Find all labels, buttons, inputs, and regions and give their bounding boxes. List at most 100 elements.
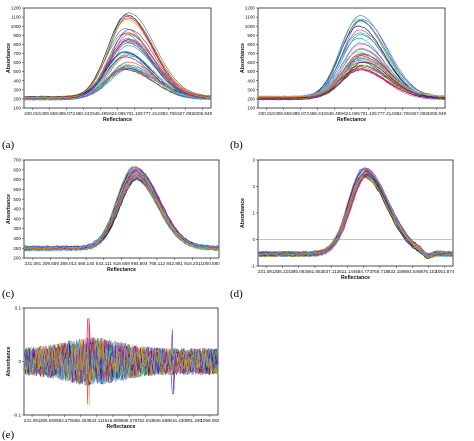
x-tick-label: 611.144: [339, 269, 356, 274]
series-line-40: [23, 176, 220, 250]
y-tick-label: 100: [247, 106, 255, 111]
y-tick-label: 400: [13, 78, 21, 83]
y-tick-label: 500: [13, 197, 21, 202]
y-tick-label: 900: [247, 33, 255, 38]
y-tick-label: 700: [247, 51, 255, 56]
x-tick-label: 846.686: [153, 418, 170, 423]
series-line-13: [23, 177, 220, 252]
x-tick-label: 231.091: [258, 269, 275, 274]
series-line-39: [23, 50, 212, 101]
x-axis-title: Reflectance: [341, 275, 370, 281]
x-tick-label: 466.140: [78, 261, 95, 266]
y-tick-label: 1100: [11, 15, 21, 20]
panel-label-e: (e): [2, 429, 15, 441]
x-tick-label: 389.073: [292, 111, 309, 116]
x-tick-label: 842.881: [166, 261, 183, 266]
x-tick-label: 388.013: [60, 261, 77, 266]
y-tick-label: 1000: [11, 24, 22, 29]
x-tick-label: 306.559: [40, 418, 57, 423]
y-tick-label: 600: [13, 60, 21, 65]
x-tick-label: 1068.062: [200, 418, 220, 423]
x-tick-label: 624.065: [109, 111, 126, 116]
x-tick-label: 916.201: [184, 261, 201, 266]
y-tick-label: 100: [13, 106, 21, 111]
y-tick-label: 200: [13, 256, 21, 261]
y-tick-label: 500: [13, 69, 21, 74]
x-tick-label: 684.773: [355, 269, 372, 274]
x-axis-title: Reflectance: [106, 424, 135, 430]
y-tick-label: 2: [252, 184, 255, 189]
y-tick-label: 300: [13, 236, 21, 241]
series-line-30: [23, 176, 220, 251]
series-line-37: [257, 69, 446, 100]
x-tick-label: 618.669: [113, 261, 130, 266]
series-line-39: [23, 340, 219, 385]
series-line-19: [23, 170, 220, 250]
y-tick-label: 300: [247, 87, 255, 92]
y-tick-label: 600: [247, 60, 255, 65]
x-tick-label: 543.111: [96, 261, 112, 266]
chart-a: 100 200 300 400 500 600 700 800 900 1000 1100 1200 2…: [2, 6, 213, 151]
series-line-37: [23, 169, 220, 250]
y-axis-title: Absorbance: [6, 43, 12, 73]
x-tick-label: 309.659: [275, 111, 292, 116]
y-tick-label: 550: [13, 187, 21, 192]
series-line-36: [257, 172, 454, 259]
chart-b: 100 200 300 400 500 600 700 800 900 1000 1100 1200 2…: [230, 6, 447, 151]
x-tick-label: 230.016: [258, 111, 275, 116]
x-tick-label: 694.804: [131, 261, 148, 266]
series-line-11: [23, 178, 220, 249]
y-tick-label: 450: [13, 207, 21, 212]
x-tick-label: 308.224: [274, 269, 291, 274]
y-tick-label: 1200: [11, 6, 22, 11]
series-line-22: [23, 17, 212, 98]
series-line-29: [23, 168, 220, 249]
x-tick-label: 701.105: [126, 111, 143, 116]
series-line-18: [23, 178, 220, 249]
y-tick-label: 3: [252, 158, 255, 163]
x-tick-label: 916.430: [169, 418, 186, 423]
x-axis-title: Reflectance: [107, 267, 136, 273]
series-line-16: [23, 166, 220, 249]
x-tick-label: 852.706: [394, 111, 411, 116]
series-line-38: [24, 39, 212, 100]
x-tick-label: 543.111: [89, 418, 105, 423]
x-tick-label: 758.718: [372, 269, 389, 274]
x-tick-label: 1051.874: [435, 269, 455, 274]
x-tick-label: 686.076: [121, 418, 138, 423]
y-tick-label: 0: [252, 237, 255, 242]
series-group: [257, 15, 446, 101]
series-line-40: [257, 58, 446, 98]
chart-e: -0.1 0 0.1 231.091 306.559 382.278 466.403 543.…: [2, 306, 220, 441]
x-tick-label: 976.103: [420, 269, 437, 274]
x-tick-label: 231.091: [25, 261, 42, 266]
panel-label-d: (d): [230, 288, 243, 300]
series-line-1: [23, 178, 220, 251]
series-line-40: [257, 176, 454, 254]
y-tick-label: 350: [13, 226, 21, 231]
x-tick-label: 309.559: [42, 261, 59, 266]
series-group: [257, 167, 454, 260]
y-tick-label: 1000: [245, 24, 256, 29]
series-group: [23, 166, 220, 252]
series-line-6: [23, 170, 220, 250]
y-tick-label: 1100: [245, 15, 255, 20]
series-line-17: [23, 170, 220, 250]
series-line-23: [23, 171, 220, 250]
y-tick-label: -1: [251, 264, 256, 269]
y-tick-label: 1200: [245, 6, 256, 11]
series-line-24: [24, 166, 220, 248]
x-tick-label: 382.278: [56, 418, 73, 423]
series-line-38: [257, 54, 446, 101]
y-axis-title: Absorbance: [240, 43, 246, 73]
x-tick-label: 468.243: [309, 111, 326, 116]
series-group: [23, 318, 219, 405]
series-line-39: [257, 169, 454, 257]
y-tick-label: 300: [13, 87, 21, 92]
x-tick-label: 752.043: [137, 418, 154, 423]
panel-label-b: (b): [230, 139, 243, 151]
y-tick-label: 600: [13, 177, 21, 182]
y-tick-label: 800: [13, 42, 21, 47]
series-group: [23, 12, 212, 101]
y-axis-title: Absorbance: [6, 346, 12, 376]
